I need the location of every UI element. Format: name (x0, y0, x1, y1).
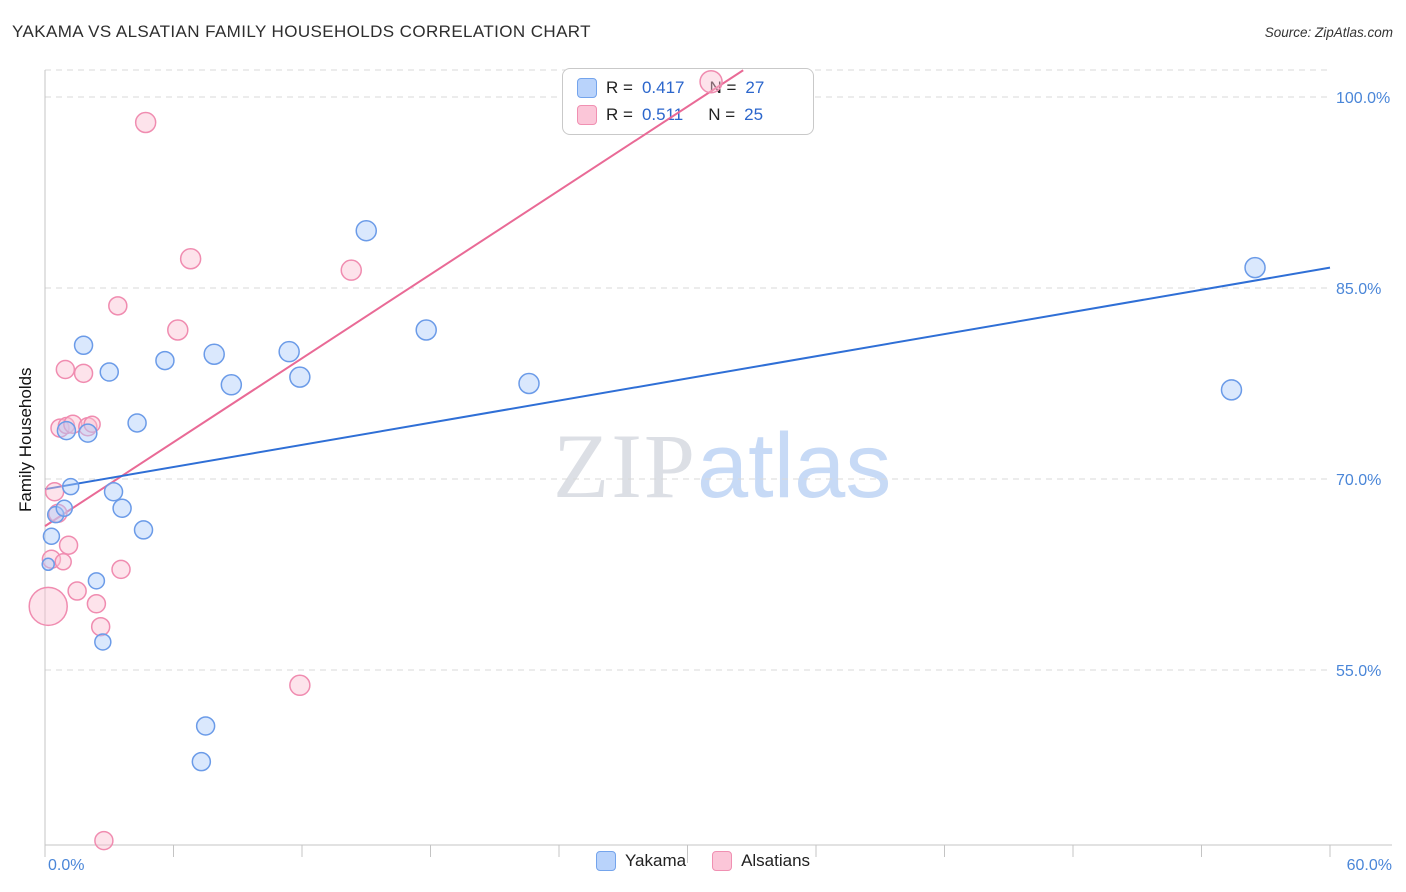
x-max-label: 60.0% (1347, 857, 1392, 874)
n-value: 27 (745, 78, 765, 97)
n-label: N = (709, 78, 737, 97)
yakama-swatch (595, 851, 616, 871)
n-value: 25 (744, 105, 764, 124)
y-tick-label: 100.0% (1336, 90, 1390, 107)
r-value: 0.417 (641, 78, 685, 97)
y-axis-title: Family Households (16, 367, 35, 512)
y-tick-label: 85.0% (1336, 281, 1381, 298)
r-label: R = (606, 78, 633, 97)
page-title: YAKAMA VS ALSATIAN FAMILY HOUSEHOLDS COR… (12, 22, 591, 41)
legend-row-yakama: R = 0.417 N = 27 (577, 78, 799, 98)
alsatians-swatch (577, 105, 597, 125)
y-tick-label: 55.0% (1336, 663, 1381, 680)
legend-label-alsatians: Alsatians (741, 851, 811, 870)
r-value: 0.511 (641, 105, 684, 124)
alsatians-swatch (712, 851, 733, 871)
y-tick-label: 70.0% (1336, 472, 1381, 489)
series-legend: Yakama Alsatians (0, 851, 1406, 871)
correlation-legend: R = 0.417 N = 27 R = 0.511 N = 25 (562, 68, 814, 135)
legend-label-yakama: Yakama (624, 851, 687, 870)
x-min-label: 0.0% (48, 857, 84, 874)
r-label: R = (606, 105, 633, 124)
legend-row-alsatians: R = 0.511 N = 25 (577, 105, 799, 125)
legend-item-yakama: Yakama (595, 851, 687, 871)
n-label: N = (708, 105, 736, 124)
legend-item-alsatians: Alsatians (712, 851, 810, 871)
yakama-swatch (577, 78, 597, 98)
source-label: Source: ZipAtlas.com (1264, 25, 1393, 40)
